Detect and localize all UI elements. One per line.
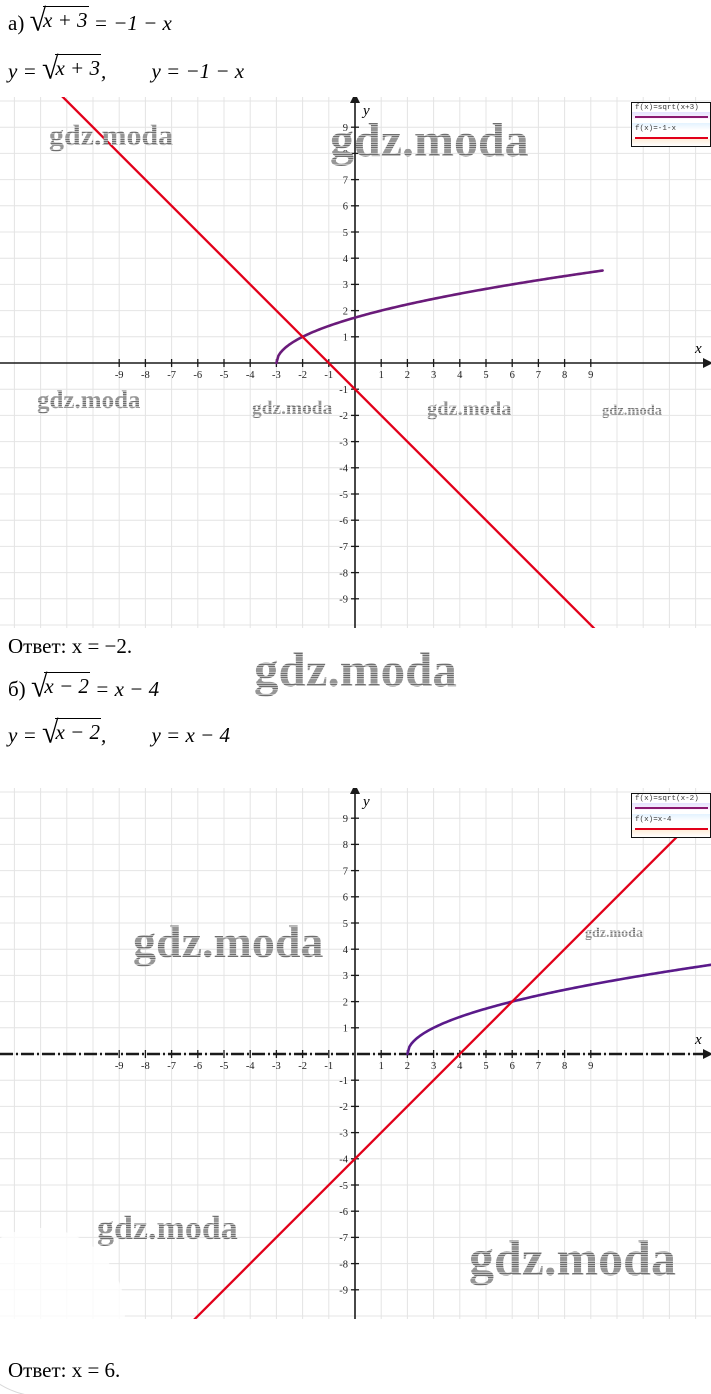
svg-text:-6: -6 [193,1061,202,1072]
svg-text:2: 2 [343,997,348,1008]
svg-text:-9: -9 [115,1061,124,1072]
svg-text:5: 5 [483,1061,488,1072]
svg-text:2: 2 [405,1061,410,1072]
svg-text:-8: -8 [141,1061,150,1072]
svg-text:-9: -9 [339,1286,348,1297]
svg-text:-7: -7 [167,1061,176,1072]
svg-text:9: 9 [588,1061,593,1072]
svg-text:-1: -1 [324,1061,333,1072]
svg-text:1: 1 [343,1024,348,1035]
svg-text:-8: -8 [339,1259,348,1270]
svg-text:-4: -4 [339,1155,348,1166]
svg-text:x: x [694,1032,702,1048]
svg-text:y: y [361,794,370,810]
svg-text:9: 9 [343,814,348,825]
svg-text:4: 4 [343,945,349,956]
svg-text:5: 5 [343,919,348,930]
svg-text:-3: -3 [272,1061,281,1072]
svg-text:3: 3 [431,1061,436,1072]
svg-text:8: 8 [562,1061,567,1072]
svg-text:-7: -7 [339,1233,348,1244]
svg-text:-2: -2 [339,1102,348,1113]
svg-text:3: 3 [343,971,348,982]
svg-text:-3: -3 [339,1128,348,1139]
svg-text:4: 4 [457,1061,463,1072]
svg-text:6: 6 [510,1061,515,1072]
svg-text:-5: -5 [220,1061,229,1072]
svg-text:-6: -6 [339,1207,348,1218]
svg-text:-1: -1 [339,1076,348,1087]
svg-text:7: 7 [536,1061,541,1072]
svg-text:7: 7 [343,866,348,877]
svg-text:8: 8 [343,840,348,851]
svg-text:-5: -5 [339,1181,348,1192]
svg-text:-2: -2 [298,1061,307,1072]
svg-text:6: 6 [343,893,348,904]
svg-text:1: 1 [379,1061,384,1072]
svg-text:-4: -4 [246,1061,255,1072]
